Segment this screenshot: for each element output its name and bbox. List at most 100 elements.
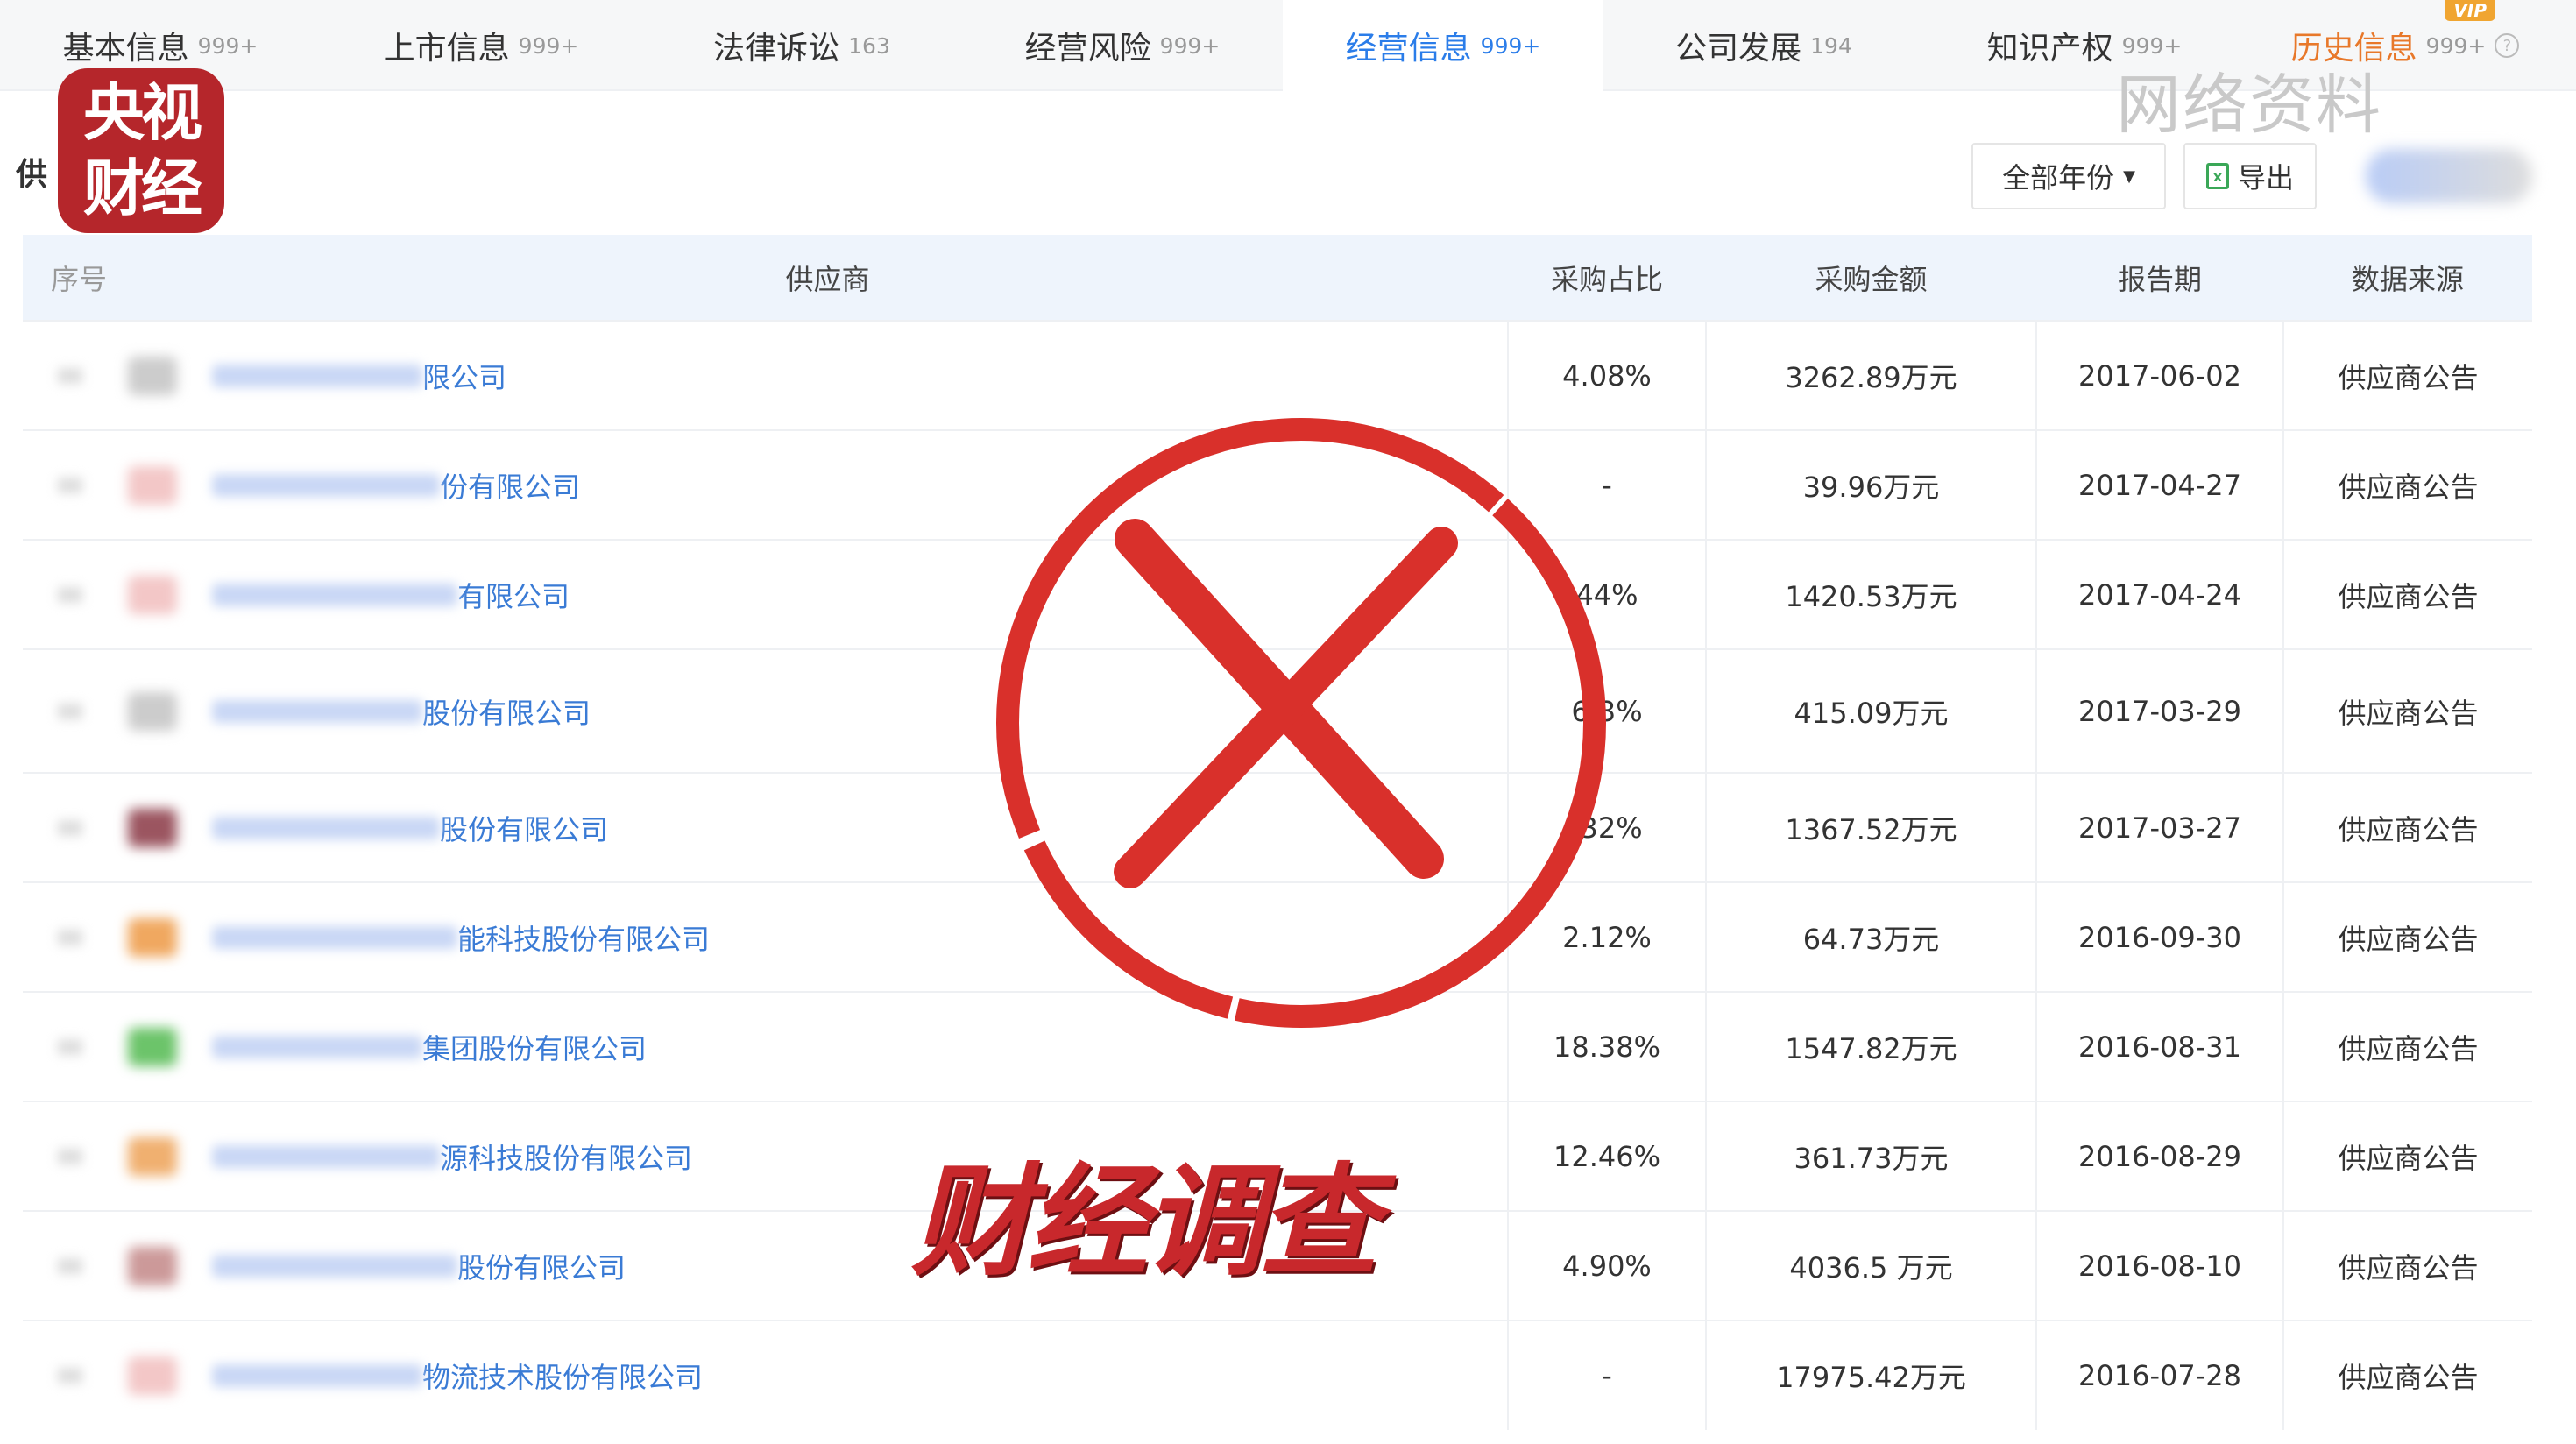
export-button[interactable]: x 导出 [2183,143,2317,209]
company-logo [128,575,177,614]
company-logo [128,691,177,731]
column-header: 采购金额 [1706,235,2036,321]
tab-6[interactable]: 知识产权 999+ [1924,0,2245,91]
row-index [58,477,82,493]
year-filter-label: 全部年份 [2002,161,2115,195]
supplier-link[interactable]: 能科技股份有限公司 [457,922,711,956]
redacted-name [212,1364,422,1387]
supplier-link[interactable]: 物流技术股份有限公司 [422,1361,704,1394]
table-row: 源科技股份有限公司 12.46% 361.73万元 2016-08-29 供应商… [23,1101,2532,1211]
cctv-finance-logo: 央视 财经 [58,68,224,233]
source-cell: 供应商公告 [2282,1210,2532,1320]
ratio-cell: 18.38% [1507,991,1706,1101]
redacted-name [212,816,440,839]
tab-2[interactable]: 法律诉讼 163 [641,0,962,91]
supplier-cell: 源科技股份有限公司 [23,1101,1508,1211]
tab-3[interactable]: 经营风险 999+ [962,0,1283,91]
blurred-button[interactable] [2366,149,2532,203]
supplier-cell: 物流技术股份有限公司 [23,1320,1508,1430]
company-logo [128,1136,177,1176]
supplier-link[interactable]: 股份有限公司 [422,696,591,730]
column-header: 供应商 [147,235,1508,321]
tab-label: 经营风险 [1024,31,1151,67]
amount-cell: 64.73万元 [1705,881,2036,992]
supplier-cell: 股份有限公司 [23,772,1508,882]
date-cell: 2017-03-27 [2035,772,2283,882]
supplier-link[interactable]: 股份有限公司 [457,1250,626,1285]
source-cell: 供应商公告 [2282,539,2532,649]
redacted-name [212,1144,440,1168]
table-row: 物流技术股份有限公司 - 17975.42万元 2016-07-28 供应商公告 [23,1320,2532,1430]
column-header: 采购占比 [1508,235,1706,321]
ratio-cell: 12.46% [1507,1101,1706,1211]
tab-count: 999+ [197,32,258,59]
date-cell: 2017-04-24 [2035,539,2283,649]
table-row: 份有限公司 - 39.96万元 2017-04-27 供应商公告 [23,429,2532,540]
table-row: 有限公司 44% 1420.53万元 2017-04-24 供应商公告 [23,539,2532,649]
tab-label: 经营信息 [1345,31,1472,67]
supplier-link[interactable]: 集团股份有限公司 [422,1031,648,1065]
redacted-name [212,364,422,387]
amount-cell: 415.09万元 [1705,648,2036,773]
row-index [58,703,82,719]
row-index [58,586,82,603]
source-cell: 供应商公告 [2282,772,2532,882]
tab-1[interactable]: 上市信息 999+ [321,0,641,91]
supplier-link[interactable]: 有限公司 [457,579,570,613]
caret-down-icon: ▼ [2123,166,2135,186]
tab-label: 法律诉讼 [713,31,840,67]
tab-0[interactable]: 基本信息 999+ [0,0,321,91]
tab-count: 194 [1810,32,1852,59]
tab-4[interactable]: 经营信息 999+ [1283,0,1603,91]
amount-cell: 1420.53万元 [1705,539,2036,649]
source-cell: 供应商公告 [2282,881,2532,992]
supplier-cell: 能科技股份有限公司 [23,881,1508,992]
amount-cell: 39.96万元 [1705,429,2036,540]
help-icon[interactable]: ? [2495,33,2520,58]
amount-cell: 3262.89万元 [1705,320,2036,430]
redacted-name [212,473,440,497]
tab-label: 公司发展 [1675,31,1802,67]
supplier-link[interactable]: 源科技股份有限公司 [440,1141,693,1175]
tab-count: 163 [848,32,890,59]
supplier-link[interactable]: 限公司 [422,360,507,394]
redacted-name [212,699,422,723]
redacted-name [212,1254,457,1278]
tab-7[interactable]: 历史信息 999+ VIP? [2245,0,2565,91]
logo-line-2: 财经 [83,152,202,224]
date-cell: 2016-08-31 [2035,991,2283,1101]
amount-cell: 17975.42万元 [1705,1320,2036,1430]
source-cell: 供应商公告 [2282,1320,2532,1430]
row-index [58,1257,82,1274]
column-header: 报告期 [2036,235,2283,321]
row-index [58,819,82,836]
ratio-cell: - [1507,429,1706,540]
tab-count: 999+ [2425,32,2487,59]
date-cell: 2016-08-10 [2035,1210,2283,1320]
supplier-link[interactable]: 份有限公司 [440,470,581,504]
tab-count: 999+ [2121,32,2183,59]
tab-bar: 基本信息 999+ 上市信息 999+ 法律诉讼 163 经营风险 999+ 经营信息 999+ 公… [0,0,2576,91]
table-row: 能科技股份有限公司 2.12% 64.73万元 2016-09-30 供应商公告 [23,881,2532,992]
tab-count: 999+ [518,32,579,59]
date-cell: 2017-06-02 [2035,320,2283,430]
table-row: 股份有限公司 .32% 1367.52万元 2017-03-27 供应商公告 [23,772,2532,882]
tab-label: 基本信息 [62,31,189,67]
source-cell: 供应商公告 [2282,429,2532,540]
source-cell: 供应商公告 [2282,1101,2532,1211]
section-title: 供 [16,157,48,193]
supplier-cell: 份有限公司 [23,429,1508,540]
logo-line-1: 央视 [83,77,202,149]
date-cell: 2017-03-29 [2035,648,2283,773]
column-header: 序号 [23,235,147,321]
year-filter-dropdown[interactable]: 全部年份 ▼ [1971,143,2166,209]
ratio-cell: .32% [1507,772,1706,882]
export-label: 导出 [2237,161,2294,195]
watermark: 网络资料 [2116,67,2382,143]
supplier-link[interactable]: 股份有限公司 [440,812,609,846]
date-cell: 2016-08-29 [2035,1101,2283,1211]
tab-5[interactable]: 公司发展 194 [1603,0,1924,91]
red-x-stamp-icon [996,418,1606,1028]
table-row: 股份有限公司 4.90% 4036.5 万元 2016-08-10 供应商公告 [23,1210,2532,1320]
company-logo [128,917,177,957]
